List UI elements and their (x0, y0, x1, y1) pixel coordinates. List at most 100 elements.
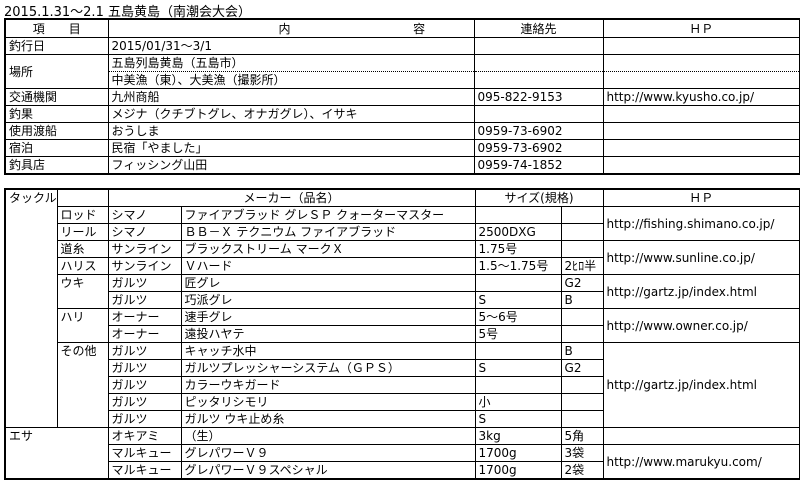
size (474, 376, 562, 394)
hp-link[interactable]: http://www.owner.co.jp/ (602, 308, 800, 343)
item-contact (473, 105, 604, 123)
size: S (474, 291, 562, 309)
size: 小 (474, 393, 562, 411)
item-label: 宿泊 (4, 139, 109, 157)
item-hp (602, 37, 800, 55)
maker: サンライン (107, 240, 182, 258)
tackle-row: ロッド シマノ ファイアブラッド グレＳＰ クォーターマスター http://fish… (5, 206, 800, 241)
size-spec: G2 (560, 274, 604, 292)
tackle-row: ガルツ カラーウキガード (5, 376, 800, 394)
tackle-row: ガルツ ガルツ ウキ止め糸 S (5, 410, 800, 428)
hp-link[interactable]: http://www.marukyu.com/ (602, 444, 800, 480)
product-name: ピッタリシモリ (180, 393, 476, 411)
size: 2500DXG (474, 223, 562, 241)
maker: シマノ (107, 206, 182, 224)
item-content: メジナ（クチブトグレ、オナガグレ）、イサキ (107, 105, 475, 123)
item-content: 民宿「やました」 (107, 139, 475, 157)
tackle-label: タックル (9, 191, 57, 205)
hp-link[interactable]: http://fishing.shimano.co.jp/ (602, 206, 800, 241)
bait-row: マルキュー グレパワーＶ９スペシャル 1700g 2袋 (5, 461, 800, 480)
maker: オーナー (107, 308, 182, 326)
table-row: 場所 五島列島黄島（五島市） (4, 54, 800, 89)
size-spec (560, 206, 604, 224)
subcategory: ハリス (56, 257, 109, 275)
maker: ガルツ (107, 274, 182, 292)
size-spec (560, 308, 604, 326)
table-row: 中美漁（東）、大美漁（撮影所） (5, 71, 800, 89)
product-name: 遠投ハヤテ (180, 325, 476, 343)
size: 3kg (474, 427, 562, 445)
item-label: 釣具店 (4, 156, 109, 175)
size: 1700g (474, 461, 562, 480)
tackle-row: 道糸 サンライン ブラックストリーム マークＸ 1.75号 http://www.sun… (5, 240, 800, 275)
item-contact: 0959-73-6902 (473, 139, 604, 157)
product-name: Ｖハード (180, 257, 476, 275)
product-name: 速手グレ (180, 308, 476, 326)
size-spec: 5角 (560, 427, 604, 445)
size: 5号 (474, 325, 562, 343)
subcategory: ウキ (56, 274, 109, 309)
size-spec: B (560, 291, 604, 309)
item-label: 釣行日 (4, 37, 109, 55)
item-content: 五島列島黄島（五島市） (107, 54, 475, 72)
size (474, 206, 562, 224)
tackle-row: リール シマノ ＢＢ－Ｘ テクニウム ファイアブラッド 2500DXG (5, 223, 800, 241)
product-name: ファイアブラッド グレＳＰ クォーターマスター (180, 206, 476, 224)
product-name: グレパワーＶ９ (180, 444, 476, 462)
table-row: 釣具店 フィッシング山田 0959-74-1852 (4, 156, 800, 175)
table-row: 釣果 メジナ（クチブトグレ、オナガグレ）、イサキ (4, 105, 800, 123)
product-name: ＢＢ－Ｘ テクニウム ファイアブラッド (180, 223, 476, 241)
product-name: 匠グレ (180, 274, 476, 292)
size-spec (560, 393, 604, 411)
tackle-row: ハリ オーナー 速手グレ 5～6号 http://www.owner.co.jp/ (5, 308, 800, 343)
item-contact: 095-822-9153 (473, 88, 604, 106)
table-row: 釣行日 2015/01/31～3/1 (4, 37, 800, 55)
item-contact (473, 54, 604, 72)
header-contact: 連絡先 (473, 18, 604, 38)
page-title: 2015.1.31～2.1 五島黄島（南潮会大会） (4, 5, 251, 20)
size-spec: B (560, 342, 604, 360)
product-name: ガルツ ウキ止め糸 (180, 410, 476, 428)
item-contact: 0959-74-1852 (473, 156, 604, 175)
tackle-table: タックル メーカー（品名） サイズ(規格) ＨＰ ロッド シマノ ファイアブラッド … (4, 188, 800, 480)
item-hp (602, 71, 800, 89)
hp-link[interactable]: http://www.sunline.co.jp/ (602, 240, 800, 275)
item-hp (602, 139, 800, 157)
header-content-left: 内 (278, 21, 291, 36)
size: S (474, 359, 562, 377)
header-row: 項 目 内 容 連絡先 ＨＰ (4, 18, 800, 38)
size-spec (560, 376, 604, 394)
tackle-row: ガルツ ガルツプレッシャーシステム（ＧＰＳ） S G2 (5, 359, 800, 377)
bait-category: エサ (4, 427, 109, 480)
table-row: 宿泊 民宿「やました」 0959-73-6902 (4, 139, 800, 157)
header-hp: ＨＰ (602, 18, 800, 38)
product-name: グレパワーＶ９スペシャル (180, 461, 476, 480)
maker: マルキュー (107, 444, 182, 462)
size-spec: 2袋 (560, 461, 604, 480)
subcategory: リール (56, 223, 109, 241)
header-content: 内 容 (107, 18, 475, 38)
hp-link[interactable]: http://www.kyusho.co.jp/ (602, 88, 800, 106)
bait-row: マルキュー グレパワーＶ９ 1700g 3袋 http://www.marukyu.co… (5, 444, 800, 480)
maker: ガルツ (107, 359, 182, 377)
header-size: サイズ(規格) (474, 188, 604, 207)
header-item: 項 目 (4, 18, 109, 38)
item-content: おうしま (107, 122, 475, 140)
hp-link[interactable]: http://gartz.jp/index.html (602, 342, 800, 428)
hp-link[interactable]: http://gartz.jp/index.html (602, 274, 800, 309)
table-row: 使用渡船 おうしま 0959-73-6902 (4, 122, 800, 140)
product-name: カラーウキガード (180, 376, 476, 394)
maker: オーナー (107, 325, 182, 343)
maker: ガルツ (107, 291, 182, 309)
subcategory: 道糸 (56, 240, 109, 258)
maker: サンライン (107, 257, 182, 275)
product-name: ガルツプレッシャーシステム（ＧＰＳ） (180, 359, 476, 377)
bait-row: エサ オキアミ （生） 3kg 5角 (4, 427, 800, 480)
maker: マルキュー (107, 461, 182, 480)
size: 1.5～1.75号 (474, 257, 562, 275)
size (474, 342, 562, 360)
item-content: 2015/01/31～3/1 (107, 37, 475, 55)
size: S (474, 410, 562, 428)
maker: ガルツ (107, 342, 182, 360)
